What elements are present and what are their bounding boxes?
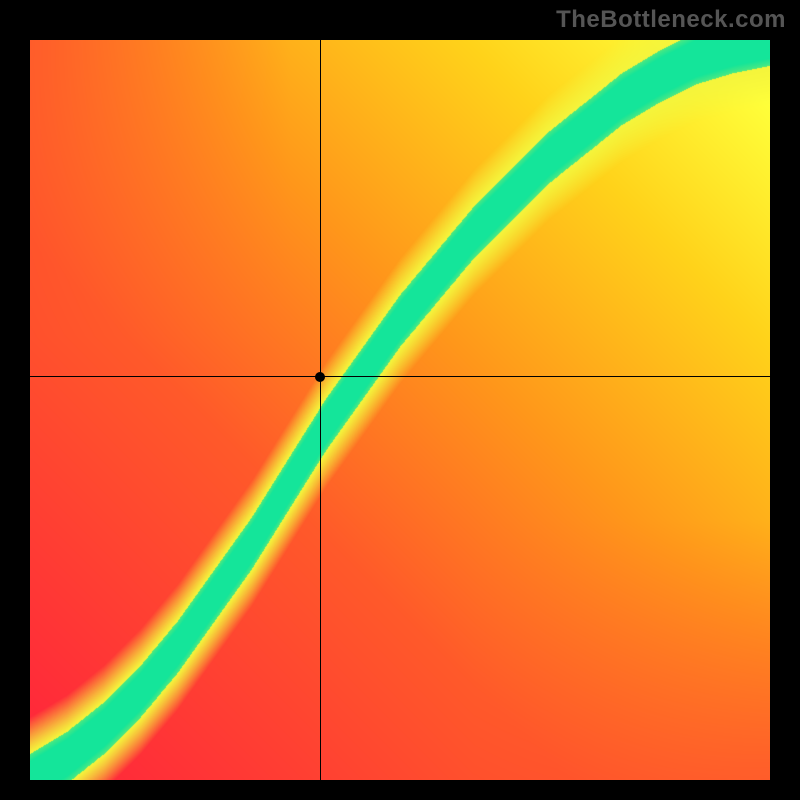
heatmap-canvas bbox=[30, 40, 770, 780]
figure-root: TheBottleneck.com bbox=[0, 0, 800, 800]
heatmap-plot bbox=[30, 40, 770, 780]
watermark-text: TheBottleneck.com bbox=[556, 6, 786, 34]
